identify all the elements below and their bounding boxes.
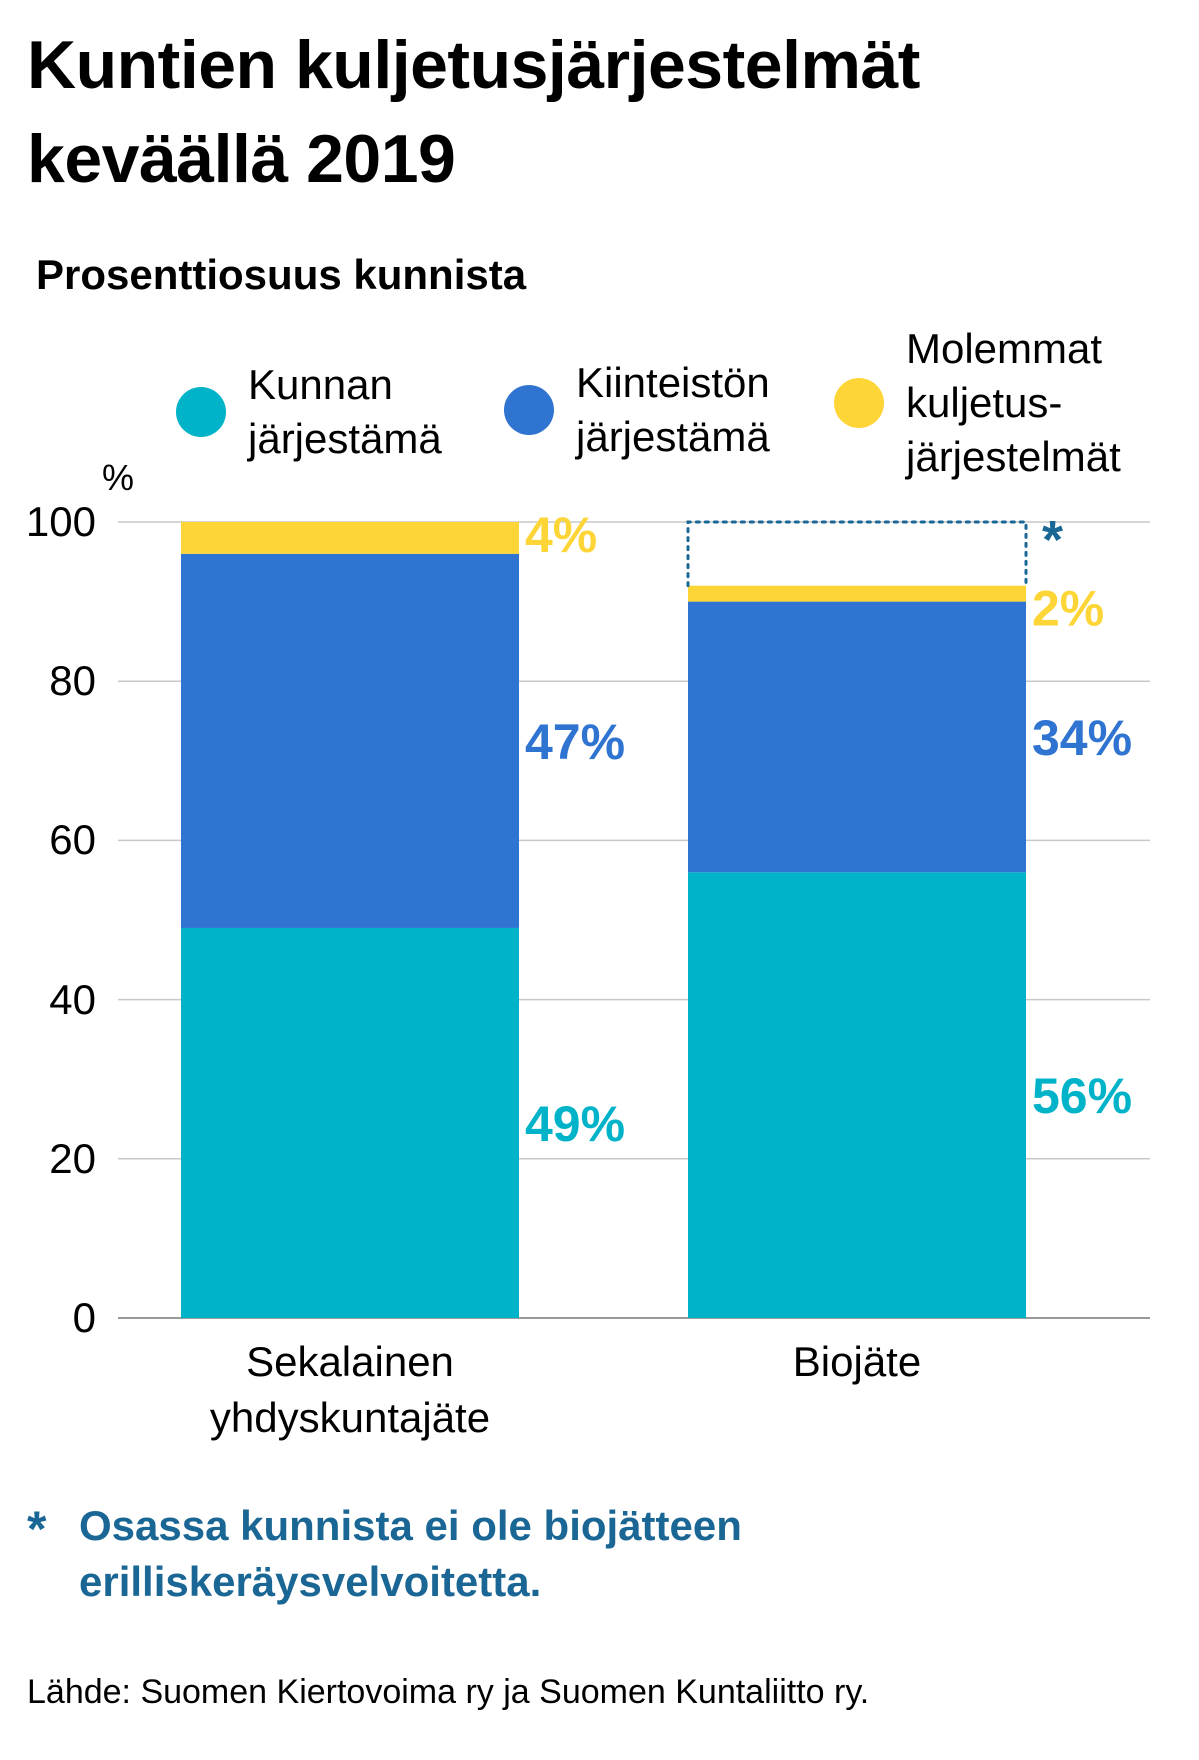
data-label-biojate-kunnan: 56%: [1032, 1068, 1132, 1124]
legend-swatch-molemmat: [834, 378, 884, 428]
bar-sekalainen-kiinteiston: [181, 553, 519, 928]
y-tick-label-20: 20: [49, 1134, 96, 1182]
bar-sekalainen-molemmat: [181, 522, 519, 554]
source-note: Lähde: Suomen Kiertovoima ry ja Suomen K…: [27, 1673, 870, 1711]
legend-item-kiinteiston: Kiinteistön järjestämä: [504, 356, 770, 464]
data-label-sekalainen-kunnan: 49%: [525, 1096, 625, 1152]
data-label-biojate-kiinteiston: 34%: [1032, 710, 1132, 766]
legend-item-kunnan: Kunnan järjestämä: [176, 358, 442, 466]
data-label-biojate-molemmat: 2%: [1032, 581, 1104, 637]
y-tick-label-80: 80: [49, 657, 96, 705]
footnote: * Osassa kunnista ei ole biojätteen eril…: [27, 1498, 742, 1610]
bar-biojate-kiinteiston: [688, 601, 1026, 873]
y-axis-unit: %: [102, 457, 135, 498]
chart-subtitle: Prosenttiosuus kunnista: [36, 251, 527, 298]
data-label-sekalainen-kiinteiston: 47%: [525, 714, 625, 770]
x-label-sekalainen: Sekalainen yhdyskuntajäte: [209, 1338, 491, 1441]
y-tick-label-0: 0: [72, 1294, 96, 1341]
footnote-asterisk-icon: *: [27, 1501, 47, 1557]
legend-swatch-kiinteiston: [504, 385, 554, 435]
legend-label-molemmat: Molemmat kuljetus- järjestelmät: [906, 325, 1121, 480]
annotation-dotted-outline: [686, 520, 1028, 588]
legend-label-kiinteiston: Kiinteistön järjestämä: [576, 359, 770, 460]
bar-biojate-molemmat: [688, 585, 1026, 602]
y-tick-label-60: 60: [49, 816, 96, 864]
legend-swatch-kunnan: [176, 387, 226, 437]
annotation-asterisk-icon: *: [1042, 510, 1063, 570]
legend-label-kunnan: Kunnan järjestämä: [248, 361, 442, 462]
bar-biojate-kunnan: [688, 872, 1026, 1318]
legend-item-molemmat: Molemmat kuljetus- järjestelmät: [834, 322, 1121, 484]
bar-sekalainen-kunnan: [181, 927, 519, 1318]
x-label-biojate: Biojäte: [792, 1338, 922, 1385]
chart-title: Kuntien kuljetusjärjestelmät keväällä 20…: [27, 27, 920, 197]
footnote-text: Osassa kunnista ei ole biojätteen erilli…: [79, 1502, 742, 1605]
data-label-sekalainen-molemmat: 4%: [525, 507, 597, 563]
y-tick-label-40: 40: [49, 975, 96, 1023]
y-tick-label-100: 100: [25, 498, 96, 545]
